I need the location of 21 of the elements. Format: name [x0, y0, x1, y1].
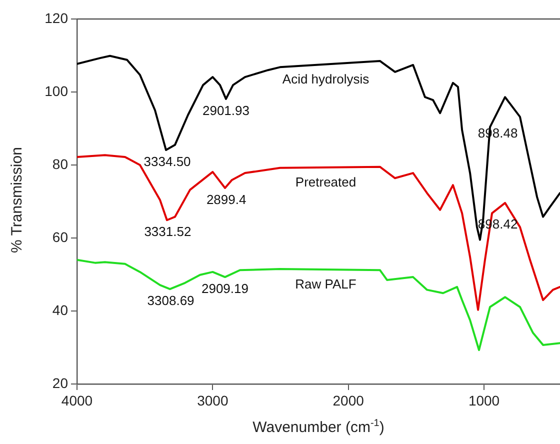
x-tick-label: 2000 [332, 392, 364, 408]
x-axis-title: Wavenumber (cm$^{-1}$) [252, 418, 386, 436]
y-tick-label: 60 [52, 228, 68, 245]
y-tick-label: 40 [52, 302, 68, 318]
annotation: 3308.69 [147, 293, 194, 308]
y-axis-title: % Transmission [8, 147, 26, 253]
annotation: 3334.50 [144, 154, 191, 170]
annotation: 2899.4 [206, 192, 246, 208]
series-label: Acid hydrolysis [282, 71, 370, 86]
y-tick-label: 120 [44, 10, 68, 26]
x-tick-label: 4000 [61, 392, 93, 408]
annotation: 3331.52 [144, 224, 192, 239]
series-label: Pretreated [295, 174, 356, 190]
x-tick-label: 3000 [197, 392, 228, 408]
y-tick-label: 20 [52, 374, 68, 391]
x-tick-label: 1000 [468, 392, 500, 408]
y-tick-label: 80 [52, 156, 68, 172]
annotation: 2909.19 [201, 281, 248, 296]
annotation: 2901.93 [202, 103, 250, 118]
series-label: Raw PALF [295, 276, 356, 292]
y-tick-label: 100 [44, 82, 68, 99]
